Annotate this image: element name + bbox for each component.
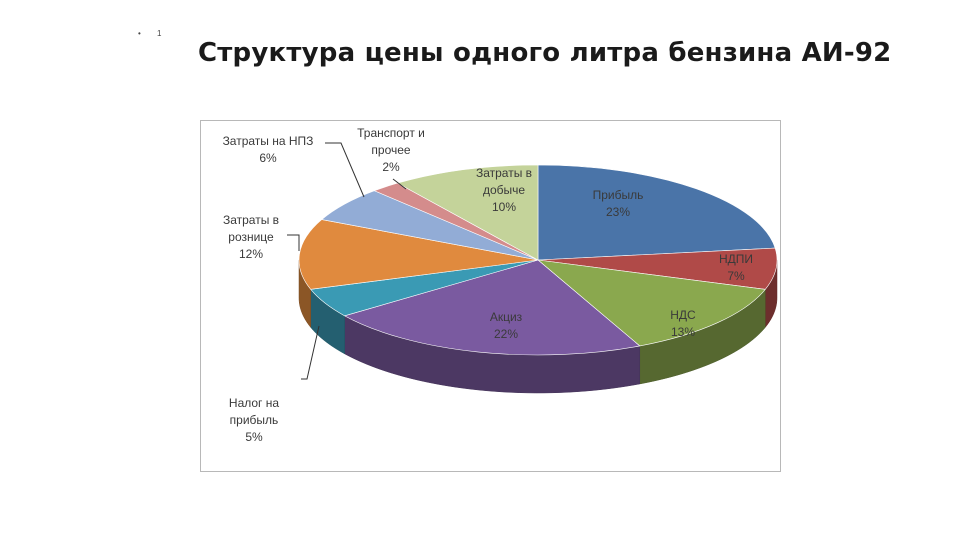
data-label-ндпи: НДПИ 7% [719,252,753,283]
slide-number: 1 [157,29,162,38]
slice-ндпи [537,247,778,290]
leader-line-затраты-на-нпз [325,142,365,198]
data-label-затраты-на-нпз: Затраты на НПЗ 6% [223,134,314,165]
data-labels: Прибыль 23% НДПИ 7% НДС 13% Акциз 22% Налог на пр… [223,126,753,444]
chart-frame: Прибыль 23% НДПИ 7% НДС 13% Акциз 22% Налог на пр… [200,120,781,472]
data-label-text: прочее [371,143,411,157]
pie-top [298,164,778,356]
leader-line-налог-на-прибыль [301,325,320,380]
data-label-ндс: НДС 13% [670,308,696,339]
data-label-налог-на-прибыль: Налог на прибыль 5% [229,396,279,444]
data-label-акциз: Акциз 22% [490,310,523,341]
data-label-затраты-в-рознице: Затраты в рознице 12% [223,213,279,261]
data-label-text: Налог на [229,396,279,410]
pie-chart: Прибыль 23% НДПИ 7% НДС 13% Акциз 22% Налог на пр… [223,126,778,444]
data-label-value: 23% [606,205,630,219]
leader-line-транспорт-и-прочее [392,178,407,190]
slide-marker: • 1 [138,29,176,38]
slice-затраты-в-рознице [298,219,539,290]
slice-затраты-в-добыче [396,164,539,261]
slice-ндс [537,259,766,347]
data-label-value: 13% [671,325,695,339]
data-label-value: 22% [494,327,518,341]
data-label-text: Затраты на НПЗ [223,134,314,148]
data-label-value: 7% [727,269,745,283]
data-label-text: Затраты в [476,166,532,180]
page-title: Структура цены одного литра бензина АИ-9… [198,38,892,68]
data-label-затраты-в-добыче: Затраты в добыче 10% [476,166,532,214]
data-label-value: 10% [492,200,516,214]
slice-акциз [343,259,641,356]
leader-line-затраты-в-рознице [287,234,300,251]
data-label-text: Прибыль [593,188,644,202]
slice-прибыль [537,164,776,261]
slide-bullet: • [138,29,141,38]
data-label-транспорт-и-прочее: Транспорт и прочее 2% [357,126,425,174]
data-label-value: 6% [259,151,277,165]
data-label-text: Транспорт и [357,126,425,140]
data-label-text: Затраты в [223,213,279,227]
data-label-value: 12% [239,247,263,261]
data-label-text: НДС [670,308,696,322]
data-label-text: добыче [483,183,525,197]
data-label-text: Акциз [490,310,523,324]
data-label-value: 5% [245,430,263,444]
data-label-text: прибыль [230,413,279,427]
data-label-value: 2% [382,160,400,174]
data-label-text: НДПИ [719,252,753,266]
data-label-прибыль: Прибыль 23% [593,188,644,219]
data-label-text: рознице [228,230,274,244]
